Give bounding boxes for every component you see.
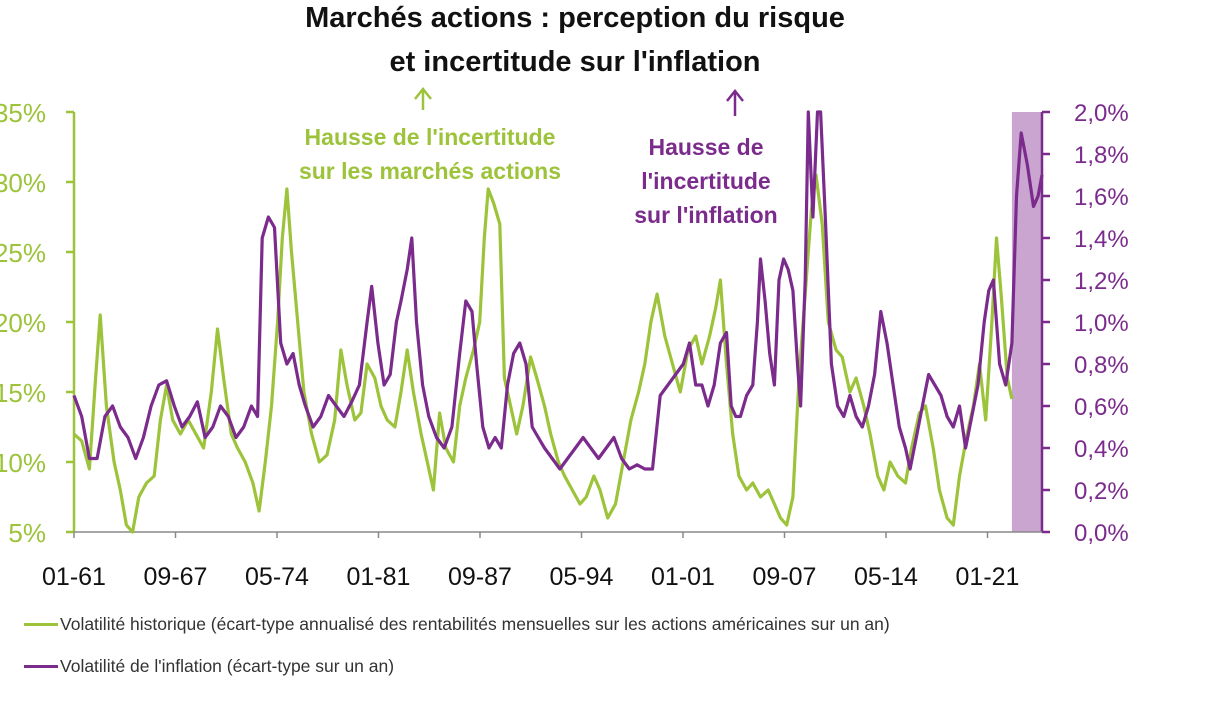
inflation-arrow-head — [726, 88, 744, 102]
legend-swatch-green — [24, 623, 58, 626]
right-tick-label: 1,8% — [1074, 142, 1129, 169]
x-tick-label: 01-81 — [347, 563, 411, 591]
left-tick-label: 15% — [0, 378, 46, 408]
chart-title-line-1: Marchés actions : perception du risque — [305, 2, 845, 34]
right-tick-label: 0,2% — [1074, 478, 1129, 505]
legend-swatch-purple — [24, 665, 58, 668]
right-tick-label: 1,6% — [1074, 184, 1129, 211]
x-tick-label: 05-74 — [245, 563, 309, 591]
right-tick-label: 0,0% — [1074, 520, 1129, 547]
right-y-axis: 0,0% 0,2% 0,4% 0,6% 0,8% 1,0% 1,2% 1,4% 1,6% 1,8%… — [1040, 100, 1129, 547]
x-axis: 01-61 09-67 05-74 01-81 09-87 05-94 01-01 09-07… — [42, 531, 1042, 591]
right-tick-label: 0,8% — [1074, 352, 1129, 379]
left-tick-label: 20% — [0, 308, 46, 338]
left-tick-label: 25% — [0, 238, 46, 268]
legend-item-inflation-volatility: Volatilité de l'inflation (écart-type su… — [24, 656, 394, 677]
right-tick-label: 1,4% — [1074, 226, 1129, 253]
x-tick-label: 09-67 — [144, 563, 208, 591]
inflation-volatility-line — [72, 110, 1044, 471]
chart-title-line-2: et incertitude sur l'inflation — [389, 46, 761, 78]
legend-item-equity-volatility: Volatilité historique (écart-type annual… — [24, 614, 890, 635]
left-tick-label: 35% — [0, 98, 46, 128]
left-tick-label: 5% — [8, 518, 46, 548]
x-tick-label: 09-07 — [753, 563, 817, 591]
right-tick-label: 0,4% — [1074, 436, 1129, 463]
x-tick-label: 01-21 — [956, 563, 1020, 591]
annotations: Hausse de l'incertitude sur les marchés a… — [299, 86, 778, 228]
left-y-axis: 5% 10% 15% 20% 25% 30% 35% — [0, 98, 76, 548]
right-tick-label: 0,6% — [1074, 394, 1129, 421]
left-tick-label: 30% — [0, 168, 46, 198]
equity-arrow-head — [414, 86, 432, 100]
equity-annotation-line: sur les marchés actions — [299, 158, 561, 184]
left-tick-label: 10% — [0, 448, 46, 478]
legend-label-inflation-volatility: Volatilité de l'inflation (écart-type su… — [60, 656, 395, 676]
right-tick-label: 1,2% — [1074, 268, 1129, 295]
x-tick-label: 05-14 — [854, 563, 918, 591]
equity-annotation-line: Hausse de l'incertitude — [305, 124, 556, 150]
inflation-annotation-line: l'incertitude — [641, 168, 770, 194]
right-tick-label: 1,0% — [1074, 310, 1129, 337]
inflation-annotation-line: sur l'inflation — [634, 202, 777, 228]
legend-label-equity-volatility: Volatilité historique (écart-type annual… — [60, 614, 890, 634]
inflation-annotation-line: Hausse de — [648, 134, 763, 160]
x-tick-label: 01-01 — [651, 563, 715, 591]
x-tick-label: 01-61 — [42, 563, 106, 591]
right-tick-label: 2,0% — [1074, 100, 1129, 127]
x-tick-label: 05-94 — [550, 563, 614, 591]
equity-volatility-line — [72, 173, 1014, 534]
x-tick-label: 09-87 — [448, 563, 512, 591]
shaded-period — [1011, 112, 1042, 532]
